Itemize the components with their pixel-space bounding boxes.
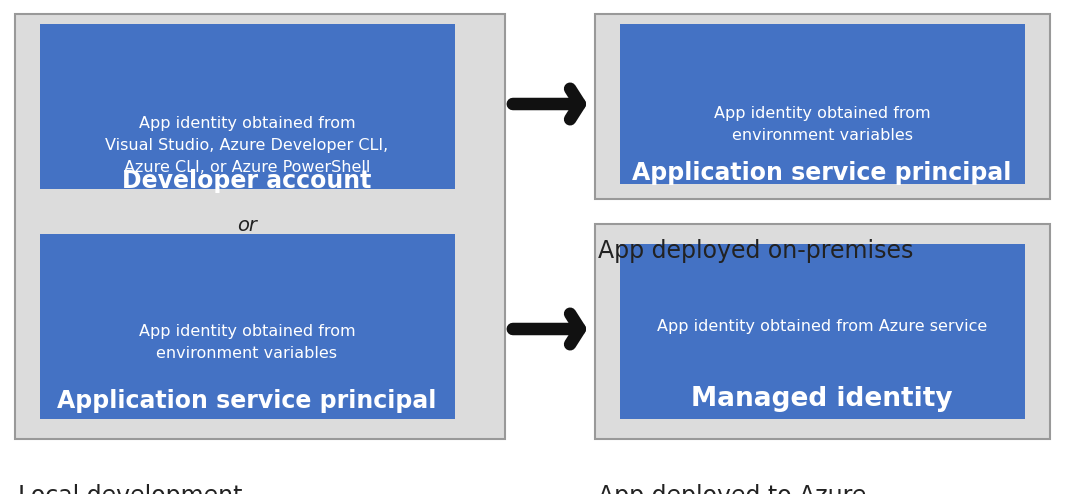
Bar: [595, 14, 1050, 199]
Text: App identity obtained from
environment variables: App identity obtained from environment v…: [138, 324, 356, 361]
Text: App deployed on-premises: App deployed on-premises: [599, 239, 914, 263]
Text: App identity obtained from Azure service: App identity obtained from Azure service: [657, 319, 987, 334]
Bar: [595, 224, 1050, 439]
Text: Developer account: Developer account: [122, 169, 372, 193]
Bar: [620, 24, 1025, 184]
Text: Local development: Local development: [18, 484, 243, 494]
Text: App identity obtained from
Visual Studio, Azure Developer CLI,
Azure CLI, or Azu: App identity obtained from Visual Studio…: [105, 116, 389, 175]
Text: App identity obtained from
environment variables: App identity obtained from environment v…: [714, 106, 931, 143]
Text: or: or: [237, 216, 257, 235]
Bar: [40, 24, 455, 189]
Bar: [15, 14, 505, 439]
Text: Managed identity: Managed identity: [691, 386, 953, 412]
Text: Application service principal: Application service principal: [633, 161, 1012, 185]
Bar: [620, 244, 1025, 419]
Text: Application service principal: Application service principal: [58, 389, 437, 413]
Text: App deployed to Azure: App deployed to Azure: [599, 484, 866, 494]
Bar: [40, 234, 455, 419]
